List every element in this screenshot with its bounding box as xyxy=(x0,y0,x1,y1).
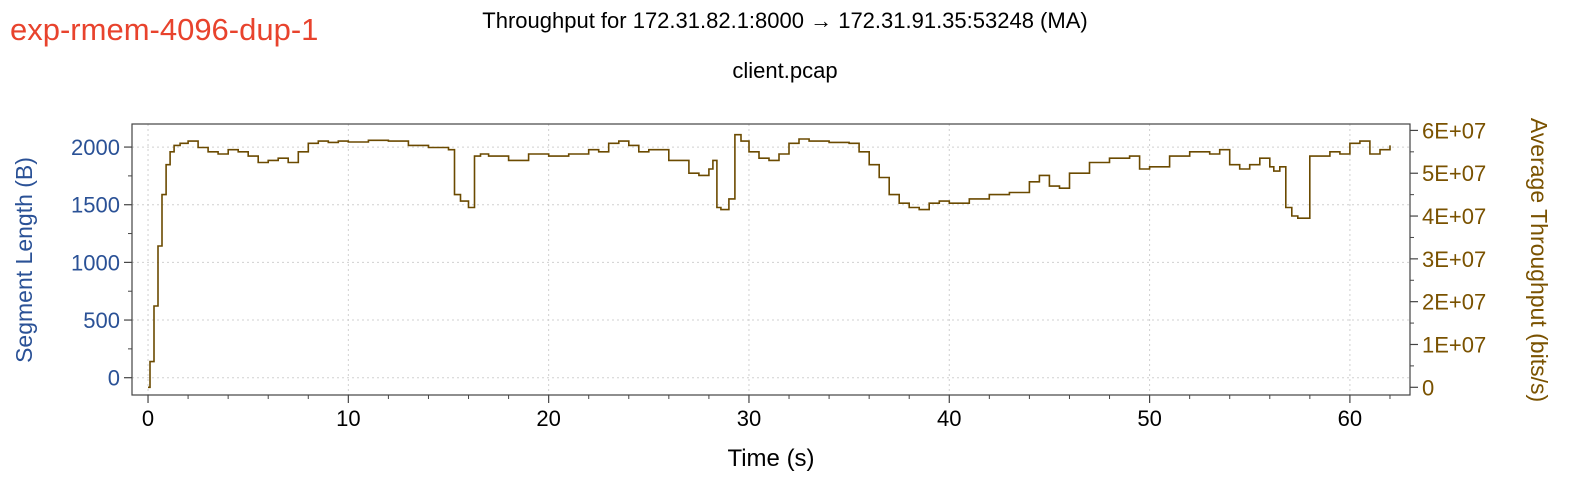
left-y-axis: 0 500 1000 1500 2000 xyxy=(71,135,132,391)
x-tick-label: 60 xyxy=(1338,406,1362,431)
right-y-tick-label: 5E+07 xyxy=(1422,161,1486,186)
right-y-tick-label: 6E+07 xyxy=(1422,118,1486,143)
right-y-tick-label: 2E+07 xyxy=(1422,290,1486,315)
x-tick-label: 20 xyxy=(536,406,560,431)
series-layer xyxy=(148,133,1391,389)
x-axis-label: Time (s) xyxy=(727,445,814,472)
x-tick-label: 10 xyxy=(336,406,360,431)
chart-title: Throughput for 172.31.82.1:8000 → 172.31… xyxy=(482,8,1087,33)
grid xyxy=(132,124,1410,395)
experiment-label: exp-rmem-4096-dup-1 xyxy=(10,12,319,47)
right-y-axis: 0 1E+07 2E+07 3E+07 4E+07 5E+07 6E+07 xyxy=(1410,118,1486,400)
right-y-tick-label: 0 xyxy=(1422,375,1434,400)
right-y-tick-label: 4E+07 xyxy=(1422,204,1486,229)
x-tick-label: 50 xyxy=(1137,406,1161,431)
left-y-tick-label: 1500 xyxy=(71,193,120,218)
throughput-series-line xyxy=(148,133,1391,389)
plot-frame xyxy=(131,123,1411,396)
right-y-tick-label: 1E+07 xyxy=(1422,332,1486,357)
x-axis: 0 10 20 30 40 50 60 xyxy=(142,395,1391,431)
x-tick-label: 40 xyxy=(937,406,961,431)
chart-subtitle: client.pcap xyxy=(732,58,837,83)
left-y-axis-label: Segment Length (B) xyxy=(11,157,37,363)
left-y-tick-label: 2000 xyxy=(71,135,120,160)
x-tick-label: 30 xyxy=(737,406,761,431)
right-y-tick-label: 3E+07 xyxy=(1422,247,1486,272)
left-y-tick-label: 0 xyxy=(108,366,120,391)
right-y-axis-label: Average Throughput (bits/s) xyxy=(1526,118,1552,402)
left-y-tick-label: 500 xyxy=(83,308,120,333)
x-tick-label: 0 xyxy=(142,406,154,431)
left-y-tick-label: 1000 xyxy=(71,250,120,275)
